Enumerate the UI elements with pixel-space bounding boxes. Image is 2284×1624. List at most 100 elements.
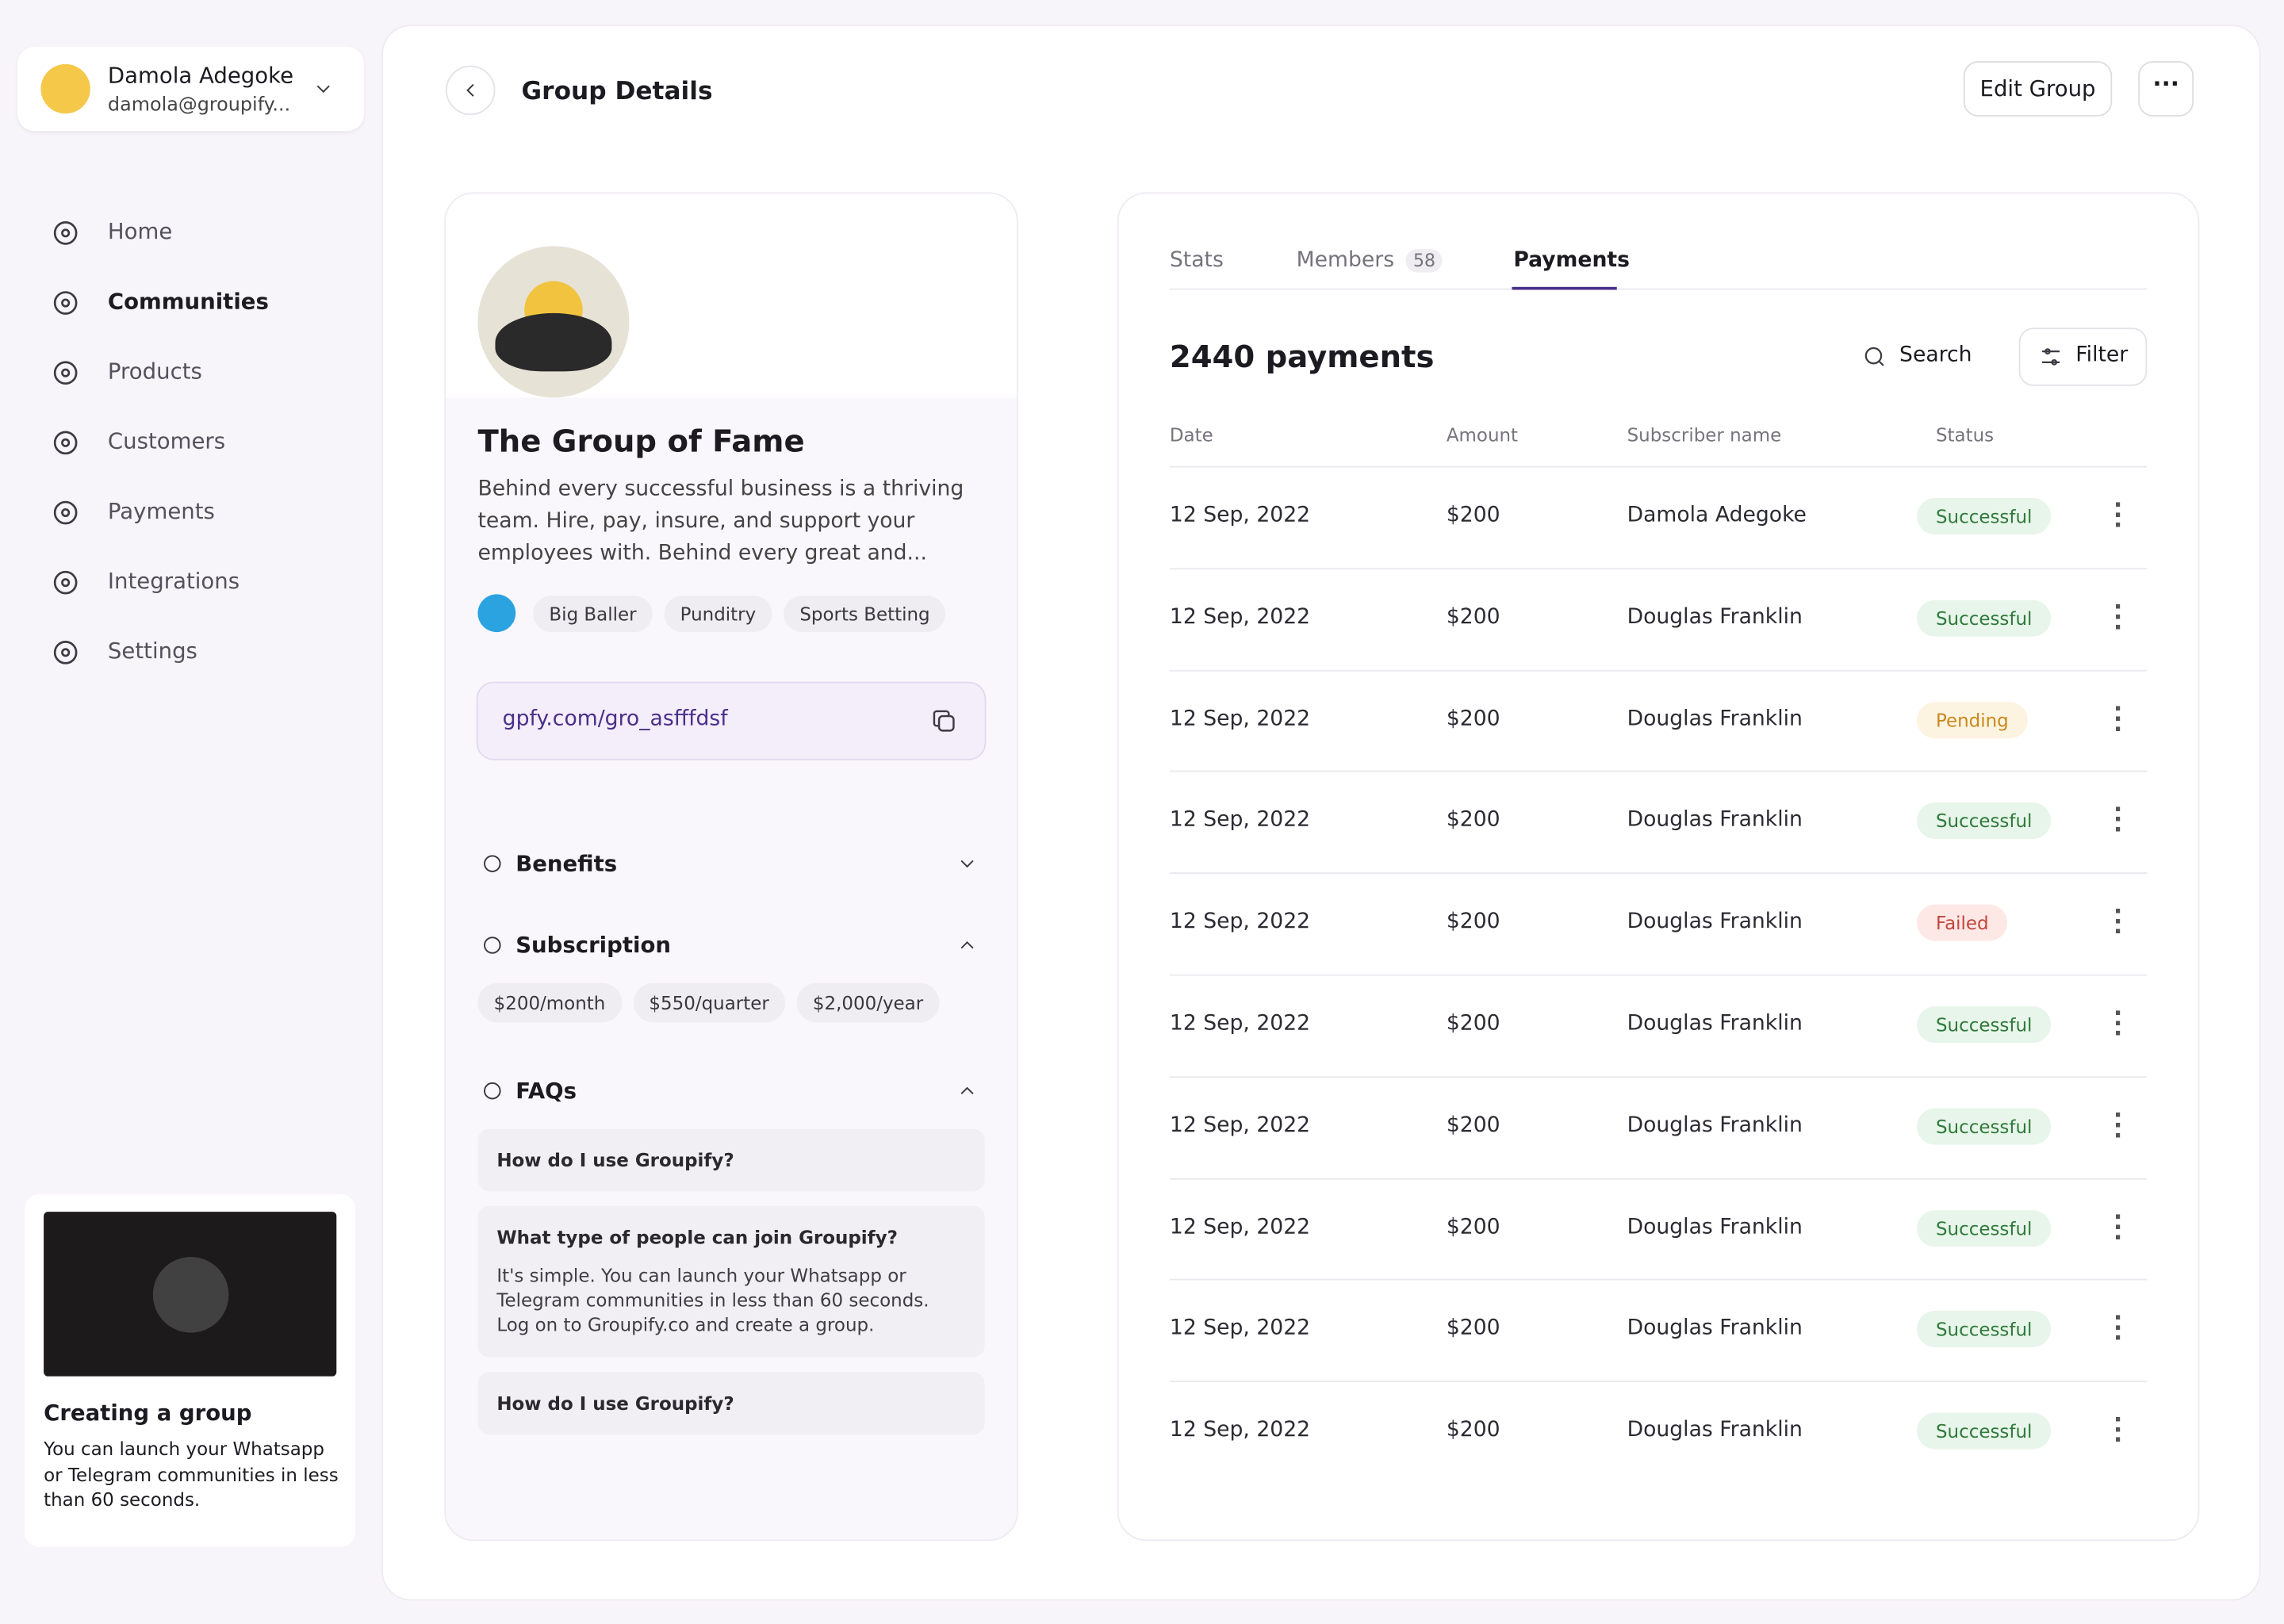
status-badge: Pending [1917, 701, 2028, 738]
faq-answer: It's simple. You can launch your Whatsap… [496, 1264, 929, 1336]
nav-item[interactable]: Home [49, 213, 340, 253]
column-header: Status [1935, 423, 1995, 446]
faq-item[interactable]: How do I use Groupify? [477, 1128, 985, 1192]
row-menu[interactable]: · · · [2113, 897, 2123, 946]
search-icon [1861, 343, 1887, 370]
nav-item[interactable]: Settings [49, 632, 340, 672]
date: 12 Sep, 2022 [1169, 504, 1311, 527]
amount: $200 [1446, 1419, 1500, 1442]
subscriber-name: Douglas Franklin [1627, 1215, 1803, 1239]
status-badge: Successful [1917, 1108, 2052, 1145]
accordion-header[interactable]: Subscription [477, 928, 980, 963]
amount: $200 [1446, 1215, 1500, 1239]
subscriber-name: Douglas Franklin [1627, 707, 1803, 731]
row-menu[interactable]: · · · [2113, 694, 2123, 742]
search-label: Search [1899, 343, 1972, 367]
amount: $200 [1446, 504, 1500, 527]
column-header: Subscriber name [1627, 423, 1782, 446]
nav-icon [49, 287, 81, 319]
nav-icon [49, 427, 81, 458]
nav-label: Integrations [107, 568, 240, 595]
nav-item[interactable]: Communities [49, 282, 340, 323]
nav-item[interactable]: Integrations [49, 562, 340, 603]
chevron [956, 1079, 979, 1102]
tab-indicator [1512, 286, 1617, 290]
column-header: Date [1169, 423, 1213, 446]
subscriber-name: Douglas Franklin [1627, 809, 1803, 833]
status-badge: Successful [1917, 1006, 2052, 1044]
subscriber-name: Douglas Franklin [1627, 910, 1803, 934]
subscriber-name: Douglas Franklin [1627, 1012, 1803, 1036]
tags: Big Baller Punditry Sports Betting [477, 594, 957, 633]
row-menu[interactable]: · · · [2113, 795, 2123, 845]
video-thumbnail[interactable] [44, 1212, 337, 1377]
row-menu[interactable]: · · · [2113, 998, 2123, 1048]
nav-label: Customers [107, 427, 226, 455]
row-menu[interactable]: · · · [2113, 1405, 2123, 1454]
group-description: Behind every successful business is a th… [477, 477, 964, 565]
row-menu[interactable]: · · · [2113, 1304, 2123, 1353]
row-divider [1169, 1075, 2148, 1078]
nav-icon [49, 637, 81, 668]
date: 12 Sep, 2022 [1169, 1215, 1311, 1239]
faq-item[interactable]: How do I use Groupify? [477, 1372, 985, 1435]
faq-item[interactable]: What type of people can join Groupify? It… [477, 1205, 985, 1358]
tag: Big Baller [533, 595, 653, 632]
tab-divider [1169, 288, 2148, 290]
section-title: Subscription [515, 932, 672, 959]
tab[interactable]: Stats [1169, 249, 1224, 273]
row-menu[interactable]: · · · [2113, 592, 2123, 641]
section-title: Benefits [515, 850, 618, 877]
edit-group-button[interactable]: Edit Group [1963, 61, 2113, 117]
faq-question: How do I use Groupify? [496, 1149, 734, 1171]
section-icon [481, 1079, 504, 1102]
date: 12 Sep, 2022 [1169, 1012, 1311, 1036]
row-divider [1169, 872, 2148, 875]
payments-title: 2440 payments [1169, 339, 1435, 375]
nav-label: Products [107, 358, 202, 385]
nav-label: Home [107, 218, 173, 245]
user-card[interactable]: Damola Adegoke damola@groupify... [17, 46, 365, 132]
avatar [40, 63, 90, 114]
filter-icon [2038, 343, 2064, 370]
filter-button[interactable]: Filter [2018, 327, 2148, 386]
tab[interactable]: Payments [1513, 249, 1631, 273]
copy-icon [929, 707, 959, 736]
row-menu[interactable]: · · · [2113, 1202, 2123, 1251]
status-badge: Successful [1917, 1311, 2052, 1348]
status-badge: Successful [1917, 1412, 2052, 1450]
nav-icon [49, 357, 81, 389]
row-divider [1169, 1381, 2148, 1383]
nav-item[interactable]: Payments [49, 492, 340, 533]
column-header: Amount [1446, 423, 1519, 446]
group-card: The Group of Fame Behind every successful… [444, 192, 1018, 1542]
subscriber-name: Douglas Franklin [1627, 1419, 1803, 1442]
row-menu[interactable]: · · · [2113, 1101, 2123, 1149]
accordion-header[interactable]: FAQs [477, 1074, 980, 1109]
group-link[interactable]: gpfy.com/gro_asfffdsf [476, 681, 987, 760]
subscriber-name: Douglas Franklin [1627, 605, 1803, 630]
row-menu[interactable]: · · · [2113, 490, 2123, 539]
payments-card: Stats Members 58 Payments 2440 payments Searc… [1117, 192, 2200, 1542]
more-button[interactable]: ··· [2138, 61, 2194, 117]
amount: $200 [1446, 809, 1500, 833]
tab[interactable]: Members 58 [1297, 249, 1443, 273]
back-button[interactable] [446, 65, 496, 116]
amount: $200 [1446, 910, 1500, 934]
subscriber-name: Douglas Franklin [1627, 1113, 1803, 1138]
nav-item[interactable]: Products [49, 352, 340, 393]
promo-card: Creating a group You can launch your What… [25, 1194, 356, 1547]
nav-item[interactable]: Customers [49, 423, 340, 463]
link-text: gpfy.com/gro_asfffdsf [502, 707, 728, 732]
amount: $200 [1446, 707, 1500, 731]
back-icon [459, 79, 482, 102]
date: 12 Sep, 2022 [1169, 1317, 1311, 1341]
nav-label: Communities [107, 288, 269, 315]
status-badge: Failed [1917, 904, 2008, 941]
subscriber-name: Douglas Franklin [1627, 1317, 1803, 1341]
nav-label: Settings [107, 638, 197, 665]
accordion-header[interactable]: Benefits [477, 846, 980, 881]
chevron [956, 933, 979, 956]
page-title: Group Details [521, 77, 713, 107]
